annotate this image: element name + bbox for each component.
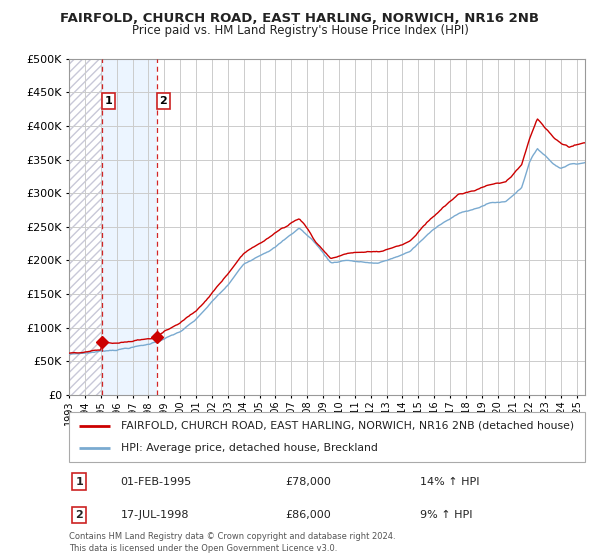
Text: 2: 2: [76, 510, 83, 520]
Text: 1: 1: [104, 96, 112, 106]
Text: 17-JUL-1998: 17-JUL-1998: [121, 510, 189, 520]
Text: Price paid vs. HM Land Registry's House Price Index (HPI): Price paid vs. HM Land Registry's House …: [131, 24, 469, 37]
Text: FAIRFOLD, CHURCH ROAD, EAST HARLING, NORWICH, NR16 2NB: FAIRFOLD, CHURCH ROAD, EAST HARLING, NOR…: [61, 12, 539, 25]
Text: 1: 1: [76, 477, 83, 487]
Text: £78,000: £78,000: [286, 477, 332, 487]
FancyBboxPatch shape: [69, 412, 585, 462]
Text: HPI: Average price, detached house, Breckland: HPI: Average price, detached house, Brec…: [121, 443, 377, 453]
Bar: [102, 59, 157, 395]
Text: 2: 2: [160, 96, 167, 106]
Text: 01-FEB-1995: 01-FEB-1995: [121, 477, 192, 487]
Text: 9% ↑ HPI: 9% ↑ HPI: [420, 510, 472, 520]
Bar: [69, 59, 102, 395]
Text: £86,000: £86,000: [286, 510, 331, 520]
Text: FAIRFOLD, CHURCH ROAD, EAST HARLING, NORWICH, NR16 2NB (detached house): FAIRFOLD, CHURCH ROAD, EAST HARLING, NOR…: [121, 421, 574, 431]
Text: 14% ↑ HPI: 14% ↑ HPI: [420, 477, 479, 487]
Text: Contains HM Land Registry data © Crown copyright and database right 2024.
This d: Contains HM Land Registry data © Crown c…: [69, 532, 395, 553]
